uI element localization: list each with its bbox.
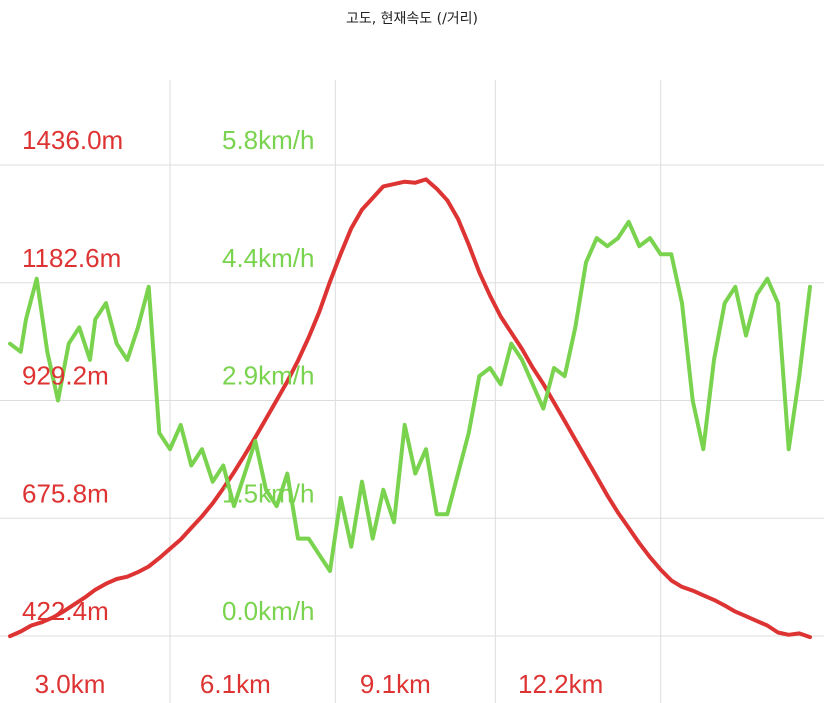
- altitude-series-line: [8, 177, 812, 640]
- altitude-axis-tick-label: 675.8m: [22, 478, 109, 508]
- speed-series-line: [8, 219, 812, 573]
- altitude-axis-tick-label: 422.4m: [22, 596, 109, 626]
- altitude-axis-tick-label: 1182.6m: [22, 243, 121, 273]
- x-axis-tick-label: 6.1km: [200, 669, 271, 699]
- chart-title: 고도, 현재속도 (/거리): [345, 11, 479, 27]
- series-layer: [8, 177, 812, 640]
- altitude-axis-tick-label: 1436.0m: [22, 125, 123, 155]
- x-axis-tick-label: 3.0km: [35, 669, 106, 699]
- x-axis-tick-label: 9.1km: [360, 669, 431, 699]
- speed-axis-tick-label: 2.9km/h: [222, 361, 315, 391]
- speed-axis-tick-label: 1.5km/h: [222, 478, 315, 508]
- labels: 1436.0m 1182.6m 929.2m 675.8m 422.4m 5.8km/h 4…: [22, 125, 603, 699]
- altitude-axis-tick-label: 929.2m: [22, 361, 109, 391]
- speed-axis-tick-label: 0.0km/h: [222, 596, 315, 626]
- grid: [0, 80, 824, 703]
- x-axis-tick-label: 12.2km: [518, 669, 603, 699]
- speed-axis-tick-label: 4.4km/h: [222, 243, 315, 273]
- speed-axis-tick-label: 5.8km/h: [222, 125, 315, 155]
